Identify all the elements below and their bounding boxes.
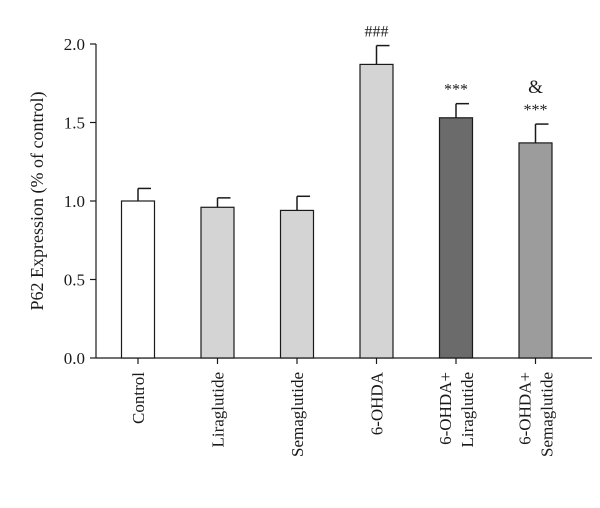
x-tick-label: Liraglutide — [209, 372, 228, 448]
x-tick-label-line: Liraglutide — [458, 372, 477, 448]
chart-axes: 0.0 0.5 1.0 1.5 2.0 — [64, 35, 592, 368]
significance-annotation: *** — [444, 82, 468, 99]
significance-annotation: & — [528, 77, 543, 98]
y-axis-label: P62 Expression (% of control) — [27, 92, 48, 311]
y-tick-label: 2.0 — [64, 35, 85, 54]
chart-labels: Control Liraglutide Semaglutide ### 6-OHDA **… — [129, 24, 557, 457]
x-tick-label-line: Control — [129, 372, 148, 424]
x-tick-label-line: Semaglutide — [538, 372, 557, 457]
x-tick-label: 6-OHDA+ Liraglutide — [436, 372, 477, 448]
x-tick-label: 6-OHDA+ Semaglutide — [516, 372, 557, 457]
x-tick-label: Semaglutide — [288, 372, 307, 457]
x-tick-label-line: Semaglutide — [288, 372, 307, 457]
x-tick-label-line: 6-OHDA — [368, 371, 387, 435]
bar — [518, 142, 553, 359]
x-tick-label: 6-OHDA — [368, 371, 387, 435]
x-tick-label: Control — [129, 372, 148, 424]
x-tick-label-line: Liraglutide — [209, 372, 228, 448]
bar — [438, 117, 474, 359]
y-tick-label: 0.5 — [64, 271, 85, 290]
significance-annotation: *** — [524, 102, 548, 119]
y-tick-label: 1.0 — [64, 192, 85, 211]
bar — [120, 200, 156, 359]
bar — [359, 63, 394, 359]
bar — [200, 206, 235, 359]
significance-annotation: ### — [365, 24, 389, 41]
bar — [279, 209, 315, 359]
x-tick-label-line: 6-OHDA+ — [436, 372, 455, 445]
y-tick-label: 0.0 — [64, 349, 85, 368]
chart-bars — [120, 44, 553, 359]
x-tick-label-line: 6-OHDA+ — [516, 372, 535, 445]
y-tick-label: 1.5 — [64, 114, 85, 133]
